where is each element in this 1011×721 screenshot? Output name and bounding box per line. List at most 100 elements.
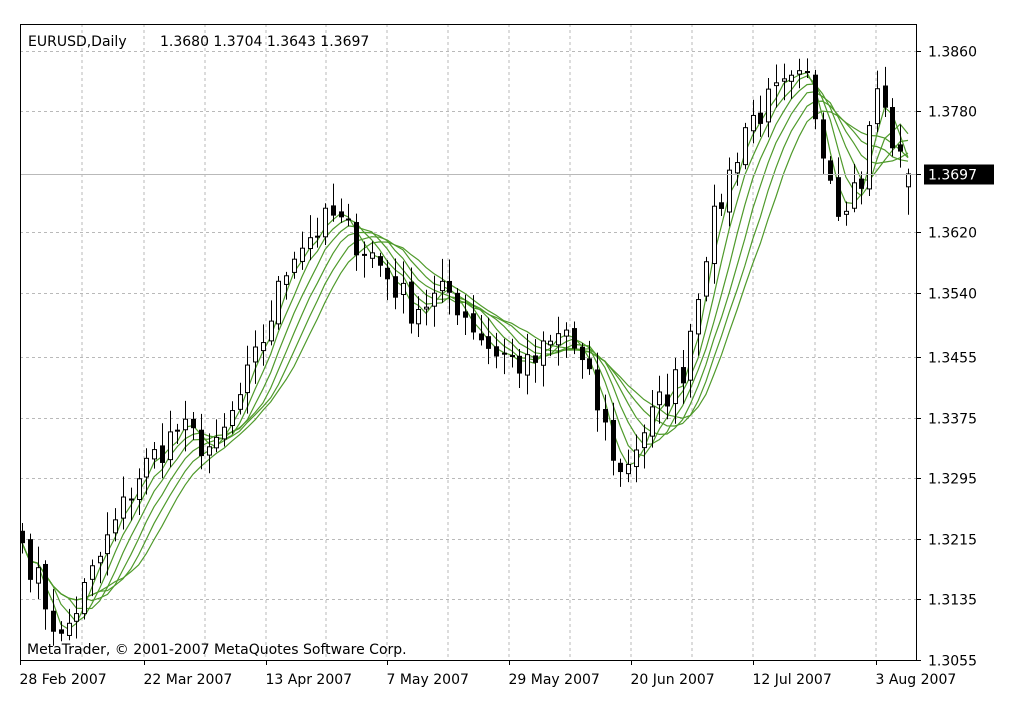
candle-body-down — [494, 346, 499, 357]
candle-body-down — [455, 292, 460, 316]
candle — [751, 99, 756, 144]
candle-body-up — [440, 280, 445, 292]
candle-body-up — [510, 355, 515, 358]
candle-body-up — [308, 237, 313, 250]
candle — [292, 251, 297, 279]
candle — [883, 66, 888, 118]
candle-body-up — [300, 247, 305, 262]
candle — [74, 596, 79, 639]
candle-body-down — [898, 144, 903, 152]
candle-body-down — [447, 280, 452, 293]
candle-body-up — [276, 280, 281, 325]
candle-body-down — [502, 352, 507, 355]
candle — [696, 293, 701, 356]
candle-body-up — [867, 125, 872, 190]
candle-body-down — [603, 409, 608, 423]
candle-body-up — [712, 205, 717, 265]
candle — [890, 98, 895, 157]
candle-body-up — [906, 173, 911, 188]
candle — [370, 241, 375, 269]
candlesticks — [20, 58, 911, 646]
candle — [152, 442, 157, 469]
candle-body-up — [253, 346, 258, 363]
candle — [230, 401, 235, 434]
candle-body-up — [541, 340, 546, 366]
price-tick-label: 1.3540 — [928, 287, 977, 303]
chart-symbol-label: EURUSD,Daily — [28, 34, 127, 50]
candle — [867, 121, 872, 196]
candle — [447, 259, 452, 315]
candle-body-down — [378, 256, 383, 266]
candle — [533, 339, 538, 383]
candle-body-down — [346, 218, 351, 221]
candle — [510, 338, 515, 368]
candle-body-down — [681, 367, 686, 384]
candle — [844, 201, 849, 226]
candle-body-down — [719, 202, 724, 209]
grid — [20, 24, 916, 661]
candle — [813, 69, 818, 130]
candle-body-up — [222, 426, 227, 440]
price-tick-label: 1.3295 — [928, 472, 977, 488]
candle-body-up — [789, 74, 794, 82]
candle — [611, 402, 616, 476]
copyright-text: MetaTrader, © 2001-2007 MetaQuotes Softw… — [27, 642, 407, 658]
candle-body-down — [160, 445, 165, 463]
candle — [440, 258, 445, 303]
candle-body-up — [82, 582, 87, 615]
candle — [160, 423, 165, 479]
candle — [712, 184, 717, 284]
candle-body-down — [43, 563, 48, 610]
candle — [455, 288, 460, 326]
candle — [743, 122, 748, 170]
candle — [704, 256, 709, 302]
candle — [191, 412, 196, 440]
candle-body-up — [98, 555, 103, 564]
moving-average-9 — [21, 91, 909, 602]
candle — [688, 323, 693, 398]
candle — [471, 295, 476, 340]
candle-body-up — [564, 329, 569, 337]
candle — [416, 296, 421, 337]
candle-body-up — [673, 369, 678, 405]
candle — [43, 560, 48, 630]
candle — [98, 551, 103, 584]
candle-body-up — [261, 342, 266, 352]
candle — [828, 156, 833, 185]
candle — [603, 394, 608, 441]
candle — [852, 163, 857, 213]
candle-body-up — [525, 354, 530, 376]
candle — [650, 390, 655, 448]
candle — [797, 58, 802, 89]
candle — [129, 487, 134, 521]
candle — [20, 523, 25, 554]
moving-average-3 — [21, 71, 909, 631]
candle — [657, 375, 662, 424]
candle — [681, 349, 686, 404]
candle-body-down — [821, 119, 826, 159]
candle — [300, 231, 305, 270]
candle-body-down — [828, 160, 833, 181]
candle-body-down — [339, 211, 344, 218]
candle-body-up — [315, 235, 320, 238]
candle-body-down — [618, 462, 623, 473]
candle-body-up — [175, 429, 180, 432]
candle — [238, 382, 243, 415]
candle — [673, 357, 678, 424]
candle — [346, 203, 351, 227]
candle-body-up — [642, 432, 647, 449]
candle — [378, 252, 383, 277]
candle-body-up — [144, 457, 149, 478]
candle-body-down — [587, 358, 592, 370]
candle-body-down — [595, 369, 600, 411]
price-axis[interactable]: 1.3860 1.3780 1.3620 1.3540 1.3455 1.3375 1.32… — [916, 45, 977, 670]
candle-body-up — [704, 261, 709, 297]
candle-body-down — [836, 177, 841, 217]
candle-body-up — [74, 613, 79, 622]
plot-frame — [20, 24, 917, 661]
candle — [859, 171, 864, 205]
time-axis[interactable]: 28 Feb 2007 22 Mar 2007 13 Apr 2007 7 May 2… — [20, 660, 957, 688]
moving-average-lines — [21, 71, 909, 631]
moving-average-13 — [21, 110, 909, 601]
moving-average-11 — [21, 100, 909, 601]
